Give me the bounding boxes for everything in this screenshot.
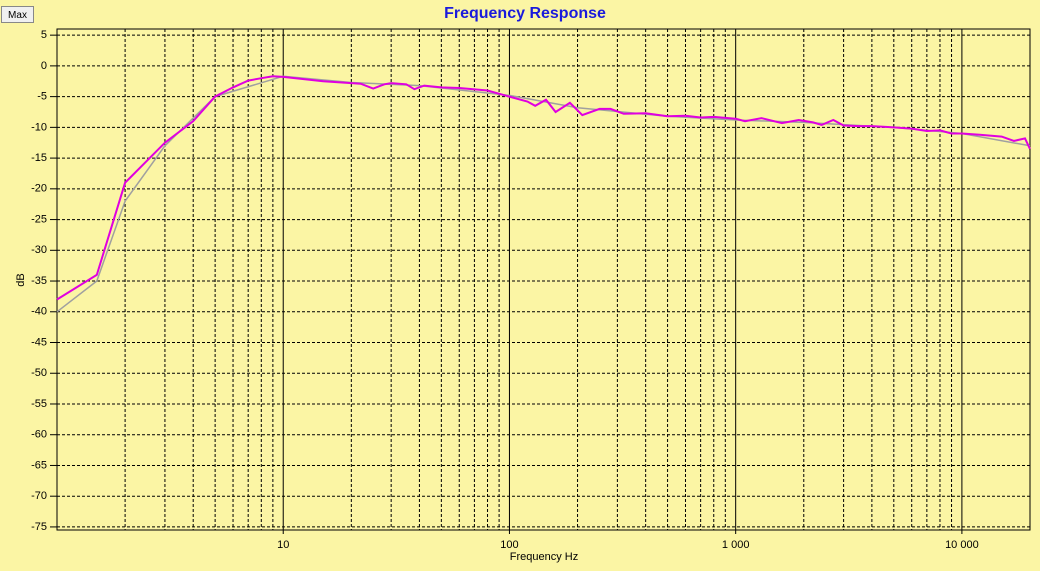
max-button[interactable]: Max bbox=[1, 6, 34, 23]
x-tick-label: 1 000 bbox=[722, 539, 750, 551]
y-tick-label: -50 bbox=[31, 367, 47, 379]
x-axis-label: Frequency Hz bbox=[510, 551, 578, 563]
y-tick-label: 5 bbox=[41, 29, 47, 41]
y-tick-label: -55 bbox=[31, 398, 47, 410]
y-tick-label: -75 bbox=[31, 521, 47, 533]
y-tick-label: -25 bbox=[31, 213, 47, 225]
series-line bbox=[56, 75, 1031, 301]
y-tick-label: -15 bbox=[31, 152, 47, 164]
x-tick-label: 10 000 bbox=[945, 539, 979, 551]
y-tick-label: -30 bbox=[31, 244, 47, 256]
plot-border bbox=[56, 28, 1031, 531]
y-tick-label: -45 bbox=[31, 336, 47, 348]
x-tick-label: 100 bbox=[500, 539, 518, 551]
chart-title: Frequency Response bbox=[444, 5, 606, 22]
y-tick-label: -70 bbox=[31, 490, 47, 502]
y-tick-label: -10 bbox=[31, 121, 47, 133]
y-tick-label: -35 bbox=[31, 275, 47, 287]
x-tick-label: 10 bbox=[277, 539, 289, 551]
y-axis-label: dB bbox=[15, 273, 27, 286]
y-tick-label: -65 bbox=[31, 459, 47, 471]
y-tick-label: -20 bbox=[31, 183, 47, 195]
y-tick-label: -40 bbox=[31, 306, 47, 318]
y-tick-label: 0 bbox=[41, 60, 47, 72]
y-tick-label: -60 bbox=[31, 429, 47, 441]
y-tick-label: -5 bbox=[37, 91, 47, 103]
